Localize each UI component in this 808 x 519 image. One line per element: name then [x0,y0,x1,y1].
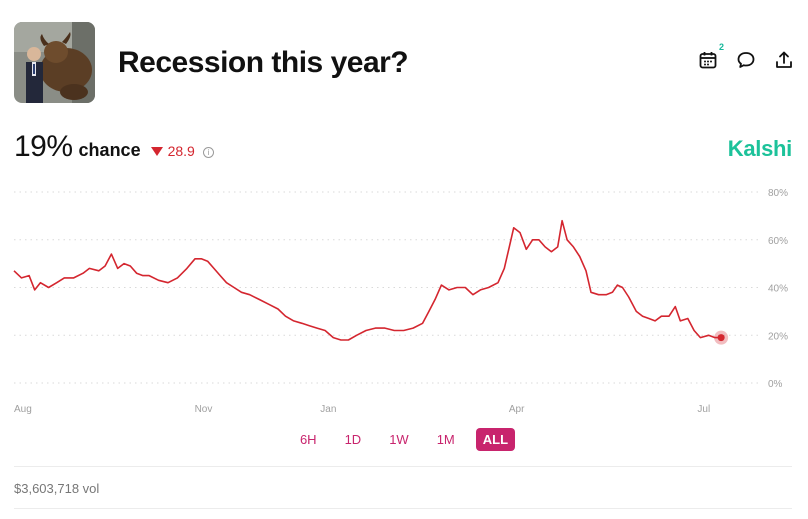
probability-percent: 19% [14,130,73,163]
change-value: 28.9 [167,143,195,159]
time-range-selector: 6H 1D 1W 1M ALL [0,428,808,451]
range-button-1d[interactable]: 1D [344,432,362,447]
x-tick-label: Aug [14,404,32,415]
divider [14,466,792,467]
x-tick-label: Nov [195,404,213,415]
x-tick-label: Jan [320,404,336,415]
probability-summary: 19% chance 28.9 i [14,130,214,166]
current-point [717,334,725,342]
brand-logo[interactable]: Kalshi [727,136,793,161]
speech-bubble-icon [737,52,755,68]
probability-change: 28.9 [150,143,195,159]
volume-text: $3,603,718 vol [14,481,100,496]
y-tick-label: 60% [768,236,788,247]
range-button-all[interactable]: ALL [475,428,516,451]
chance-label: chance [78,140,141,160]
down-triangle-icon [150,147,163,156]
range-button-6h[interactable]: 6H [299,432,317,447]
calendar-button[interactable]: 2 [698,42,724,70]
y-tick-label: 0% [768,379,783,390]
probability-chart[interactable]: 80% 60% 40% 20% 0% Aug Nov Jan Apr Jul [0,176,808,416]
calendar-icon [699,52,717,69]
comments-button[interactable] [736,50,756,70]
y-tick-label: 40% [768,284,788,295]
divider [14,508,792,509]
share-upload-icon [776,51,792,68]
y-tick-label: 80% [768,188,788,199]
header-actions: 2 [698,42,794,70]
calendar-badge: 2 [718,42,724,52]
chart-canvas: 80% 60% 40% 20% 0% Aug Nov Jan Apr Jul [13,188,788,415]
share-button[interactable] [774,50,794,70]
range-button-1w[interactable]: 1W [389,432,409,447]
market-thumbnail-image [14,22,95,103]
x-tick-label: Apr [509,404,525,415]
info-icon[interactable]: i [202,147,214,158]
range-button-1m[interactable]: 1M [436,432,455,447]
market-header: Recession this year? 2 [14,22,794,104]
x-tick-label: Jul [697,404,710,415]
y-tick-label: 20% [768,331,788,342]
market-title: Recession this year? [118,46,409,79]
series-line [13,219,722,341]
